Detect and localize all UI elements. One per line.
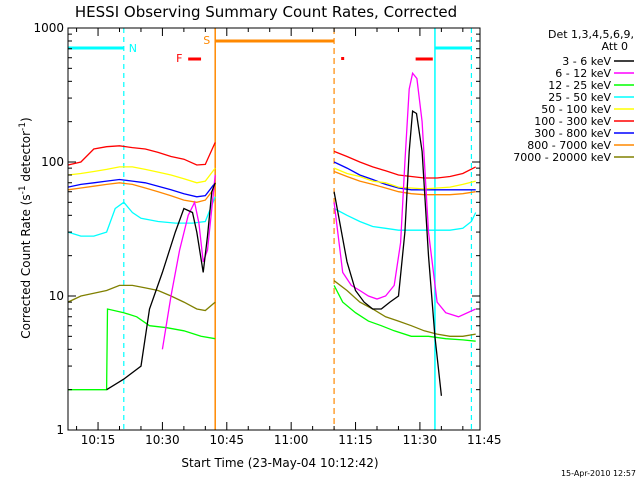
legend-label-1: 6 - 12 keV (555, 67, 611, 80)
y-tick-label-2: 100 (41, 155, 64, 169)
series-line-0 (106, 109, 443, 396)
y-axis-label: Corrected Count Rate (s-1 detector-1) (18, 117, 33, 338)
chart-title: HESSI Observing Summary Count Rates, Cor… (75, 3, 457, 21)
svg-text:Corrected Count Rate (s-1 dete: Corrected Count Rate (s-1 detector-1) (18, 117, 33, 338)
legend-label-5: 100 - 300 keV (534, 115, 611, 128)
y-axis-label-main: Corrected Count Rate (s (19, 194, 33, 338)
y-axis-label-mid: detector (19, 131, 33, 186)
series-line-8 (67, 280, 476, 337)
x-tick-label-3: 11:00 (274, 433, 309, 447)
series-line-5 (67, 142, 476, 179)
y-axis-label-sup-1: -1 (18, 185, 28, 194)
footer-date: 15-Apr-2010 12:57 (561, 469, 636, 478)
legend-label-0: 3 - 6 keV (562, 55, 611, 68)
legend-label-7: 800 - 7000 keV (527, 139, 611, 152)
legend-header-line-1: Det 1,3,4,5,6,9, (548, 28, 634, 41)
flare-label: F (176, 52, 182, 65)
series-line-1 (161, 71, 476, 350)
y-tick-label-1: 10 (49, 289, 64, 303)
x-tick-label-1: 10:30 (145, 433, 180, 447)
x-tick-label-0: 10:15 (81, 433, 116, 447)
flare-dot-0 (341, 57, 345, 60)
plot-frame (67, 27, 481, 431)
x-tick-label-2: 10:45 (209, 433, 244, 447)
legend-label-3: 25 - 50 keV (548, 91, 611, 104)
series-line-4 (67, 166, 476, 190)
x-tick-label-5: 11:30 (403, 433, 438, 447)
x-axis-label: Start Time (23-May-04 10:12:42) (181, 456, 378, 470)
x-tick-label-6: 11:45 (467, 433, 502, 447)
series-line-3 (67, 196, 477, 237)
y-axis-label-sup-2: -1 (18, 122, 28, 131)
y-axis-label-end: ) (19, 117, 33, 122)
y-tick-label-0: 1 (56, 423, 64, 437)
series-line-6 (67, 161, 476, 198)
night-label: N (129, 42, 137, 55)
legend-label-6: 300 - 800 keV (534, 127, 611, 140)
legend-label-2: 12 - 25 keV (548, 79, 611, 92)
axes: 1 10 100 1000 10:15 10:30 10:45 11:00 11:15 11:30… (33, 21, 501, 447)
plot-area: N S F (67, 28, 477, 430)
legend-label-8: 7000 - 20000 keV (513, 151, 611, 164)
legend-label-4: 50 - 100 keV (541, 103, 611, 116)
series-line-2 (68, 285, 476, 391)
x-tick-label-4: 11:15 (338, 433, 373, 447)
legend-header-line-2: Att 0 (602, 40, 628, 53)
series-line-7 (67, 170, 476, 203)
saa-label: S (203, 34, 210, 47)
y-tick-label-3: 1000 (33, 21, 64, 35)
